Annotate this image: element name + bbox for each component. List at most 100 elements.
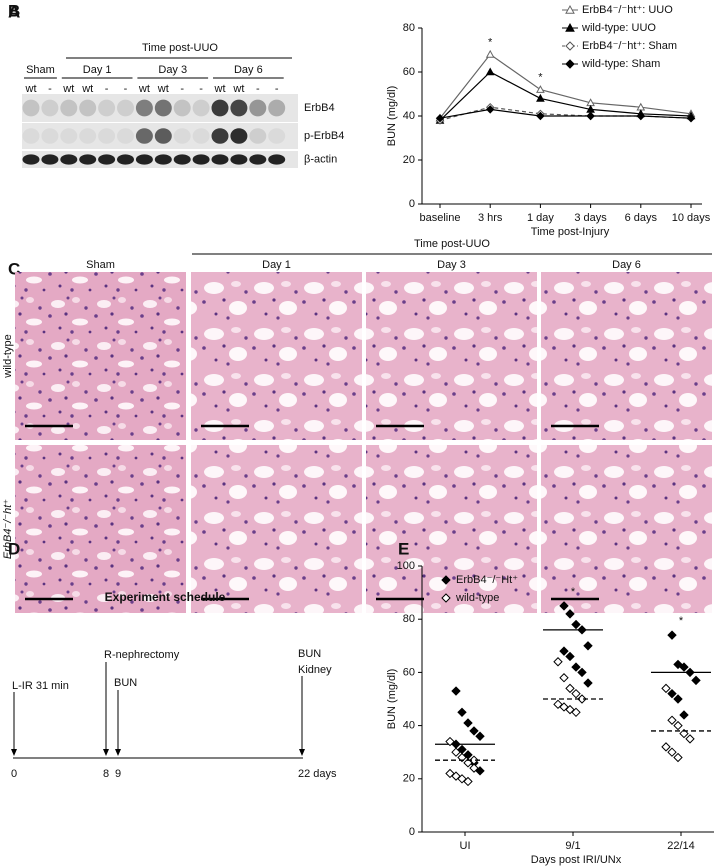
data-point [469, 726, 479, 736]
lane-label: wt [157, 83, 169, 95]
timeline-label: 22 days [298, 768, 337, 780]
blot-band [211, 128, 229, 144]
histology-image [191, 445, 362, 613]
histology-image [541, 272, 712, 440]
group-title: Time post-UUO [142, 42, 218, 54]
panel-label: A [8, 2, 20, 21]
panel-label: E [398, 539, 409, 558]
data-point [485, 49, 495, 58]
data-point [485, 105, 495, 114]
blot-band [192, 128, 210, 144]
data-point [583, 641, 593, 651]
lane-label: - [180, 83, 184, 95]
lane-label: wt [62, 83, 74, 95]
data-point [565, 609, 575, 619]
x-tick-label: 9/1 [565, 840, 580, 852]
lane-label: - [199, 83, 203, 95]
blot-band [60, 128, 78, 144]
blot-band [154, 154, 172, 165]
blot-band [79, 99, 97, 117]
blot-band [211, 99, 229, 117]
data-point [673, 694, 683, 704]
data-point [571, 662, 581, 672]
data-point [469, 763, 479, 773]
data-point [679, 662, 689, 672]
data-point [553, 657, 563, 667]
timeline-label: 0 [11, 768, 17, 780]
blot-band [22, 128, 40, 144]
event-label: Kidney [298, 664, 332, 676]
legend-label: ErbB4⁻/⁻Ht⁺ [456, 574, 518, 586]
histology-image [191, 272, 362, 440]
x-tick-label: baseline [420, 212, 461, 224]
data-point [571, 707, 581, 718]
legend-label: wild-type: Sham [581, 58, 660, 70]
panel-label: D [8, 539, 20, 558]
blot-band [230, 128, 248, 144]
y-tick-label: 100 [397, 560, 415, 572]
blot-band [117, 128, 134, 144]
y-tick-label: 20 [403, 773, 415, 785]
blot-band [249, 99, 267, 117]
timeline-label: 8 [103, 768, 109, 780]
blot-band [79, 154, 97, 165]
data-point [559, 673, 569, 683]
legend-label: ErbB4⁻/⁻ht⁺: Sham [582, 40, 677, 52]
lane-label: - [256, 83, 260, 95]
data-point [661, 683, 671, 694]
marker [565, 41, 575, 51]
blot-band [22, 154, 40, 165]
data-point [451, 747, 461, 757]
histology-image [15, 272, 186, 440]
event-label: L-IR 31 min [12, 680, 69, 692]
group-label: Day 6 [234, 64, 263, 76]
row-label: ErbB4⁻/⁻ht⁺ [2, 499, 14, 559]
data-point [457, 707, 467, 718]
histology-image [15, 445, 186, 613]
x-axis-label: Time post-Injury [531, 226, 610, 238]
annotation: * [679, 615, 684, 627]
blot-band [79, 128, 97, 144]
y-tick-label: 0 [409, 198, 415, 210]
blot-band [268, 99, 286, 117]
row-label: β-actin [304, 153, 337, 165]
data-point [475, 731, 485, 741]
blot-band [173, 154, 191, 165]
blot-band [154, 99, 172, 117]
y-tick-label: 60 [403, 666, 415, 678]
lane-label: - [275, 83, 279, 95]
blot-band [135, 154, 153, 165]
lane-label: wt [214, 83, 226, 95]
blot-band [192, 154, 210, 165]
marker [565, 22, 575, 32]
marker [565, 59, 575, 69]
blot-band [135, 128, 153, 144]
data-point [685, 734, 695, 744]
x-axis-label: Days post IRI/UNx [531, 854, 622, 866]
event-label: BUN [114, 677, 137, 689]
blot-band [249, 128, 267, 144]
blot-band [154, 128, 172, 144]
data-point [559, 601, 569, 611]
blot-band [22, 99, 40, 117]
data-point [571, 688, 581, 699]
blot-band [41, 128, 59, 144]
data-point [667, 688, 677, 699]
y-tick-label: 80 [403, 613, 415, 625]
blot-band [268, 128, 286, 144]
y-tick-label: 40 [403, 720, 415, 732]
blot-band [98, 128, 116, 144]
panel-label: B [8, 1, 20, 20]
data-point [691, 675, 701, 686]
legend-label: wild-type [455, 592, 499, 604]
series-line [439, 108, 692, 119]
row-label: ErbB4 [304, 102, 335, 114]
data-point [565, 683, 575, 694]
blot-band [135, 99, 153, 117]
data-point [661, 742, 671, 752]
arrow-head [103, 749, 109, 756]
data-point [536, 85, 545, 93]
data-point [577, 667, 587, 678]
blot-band [41, 154, 59, 165]
